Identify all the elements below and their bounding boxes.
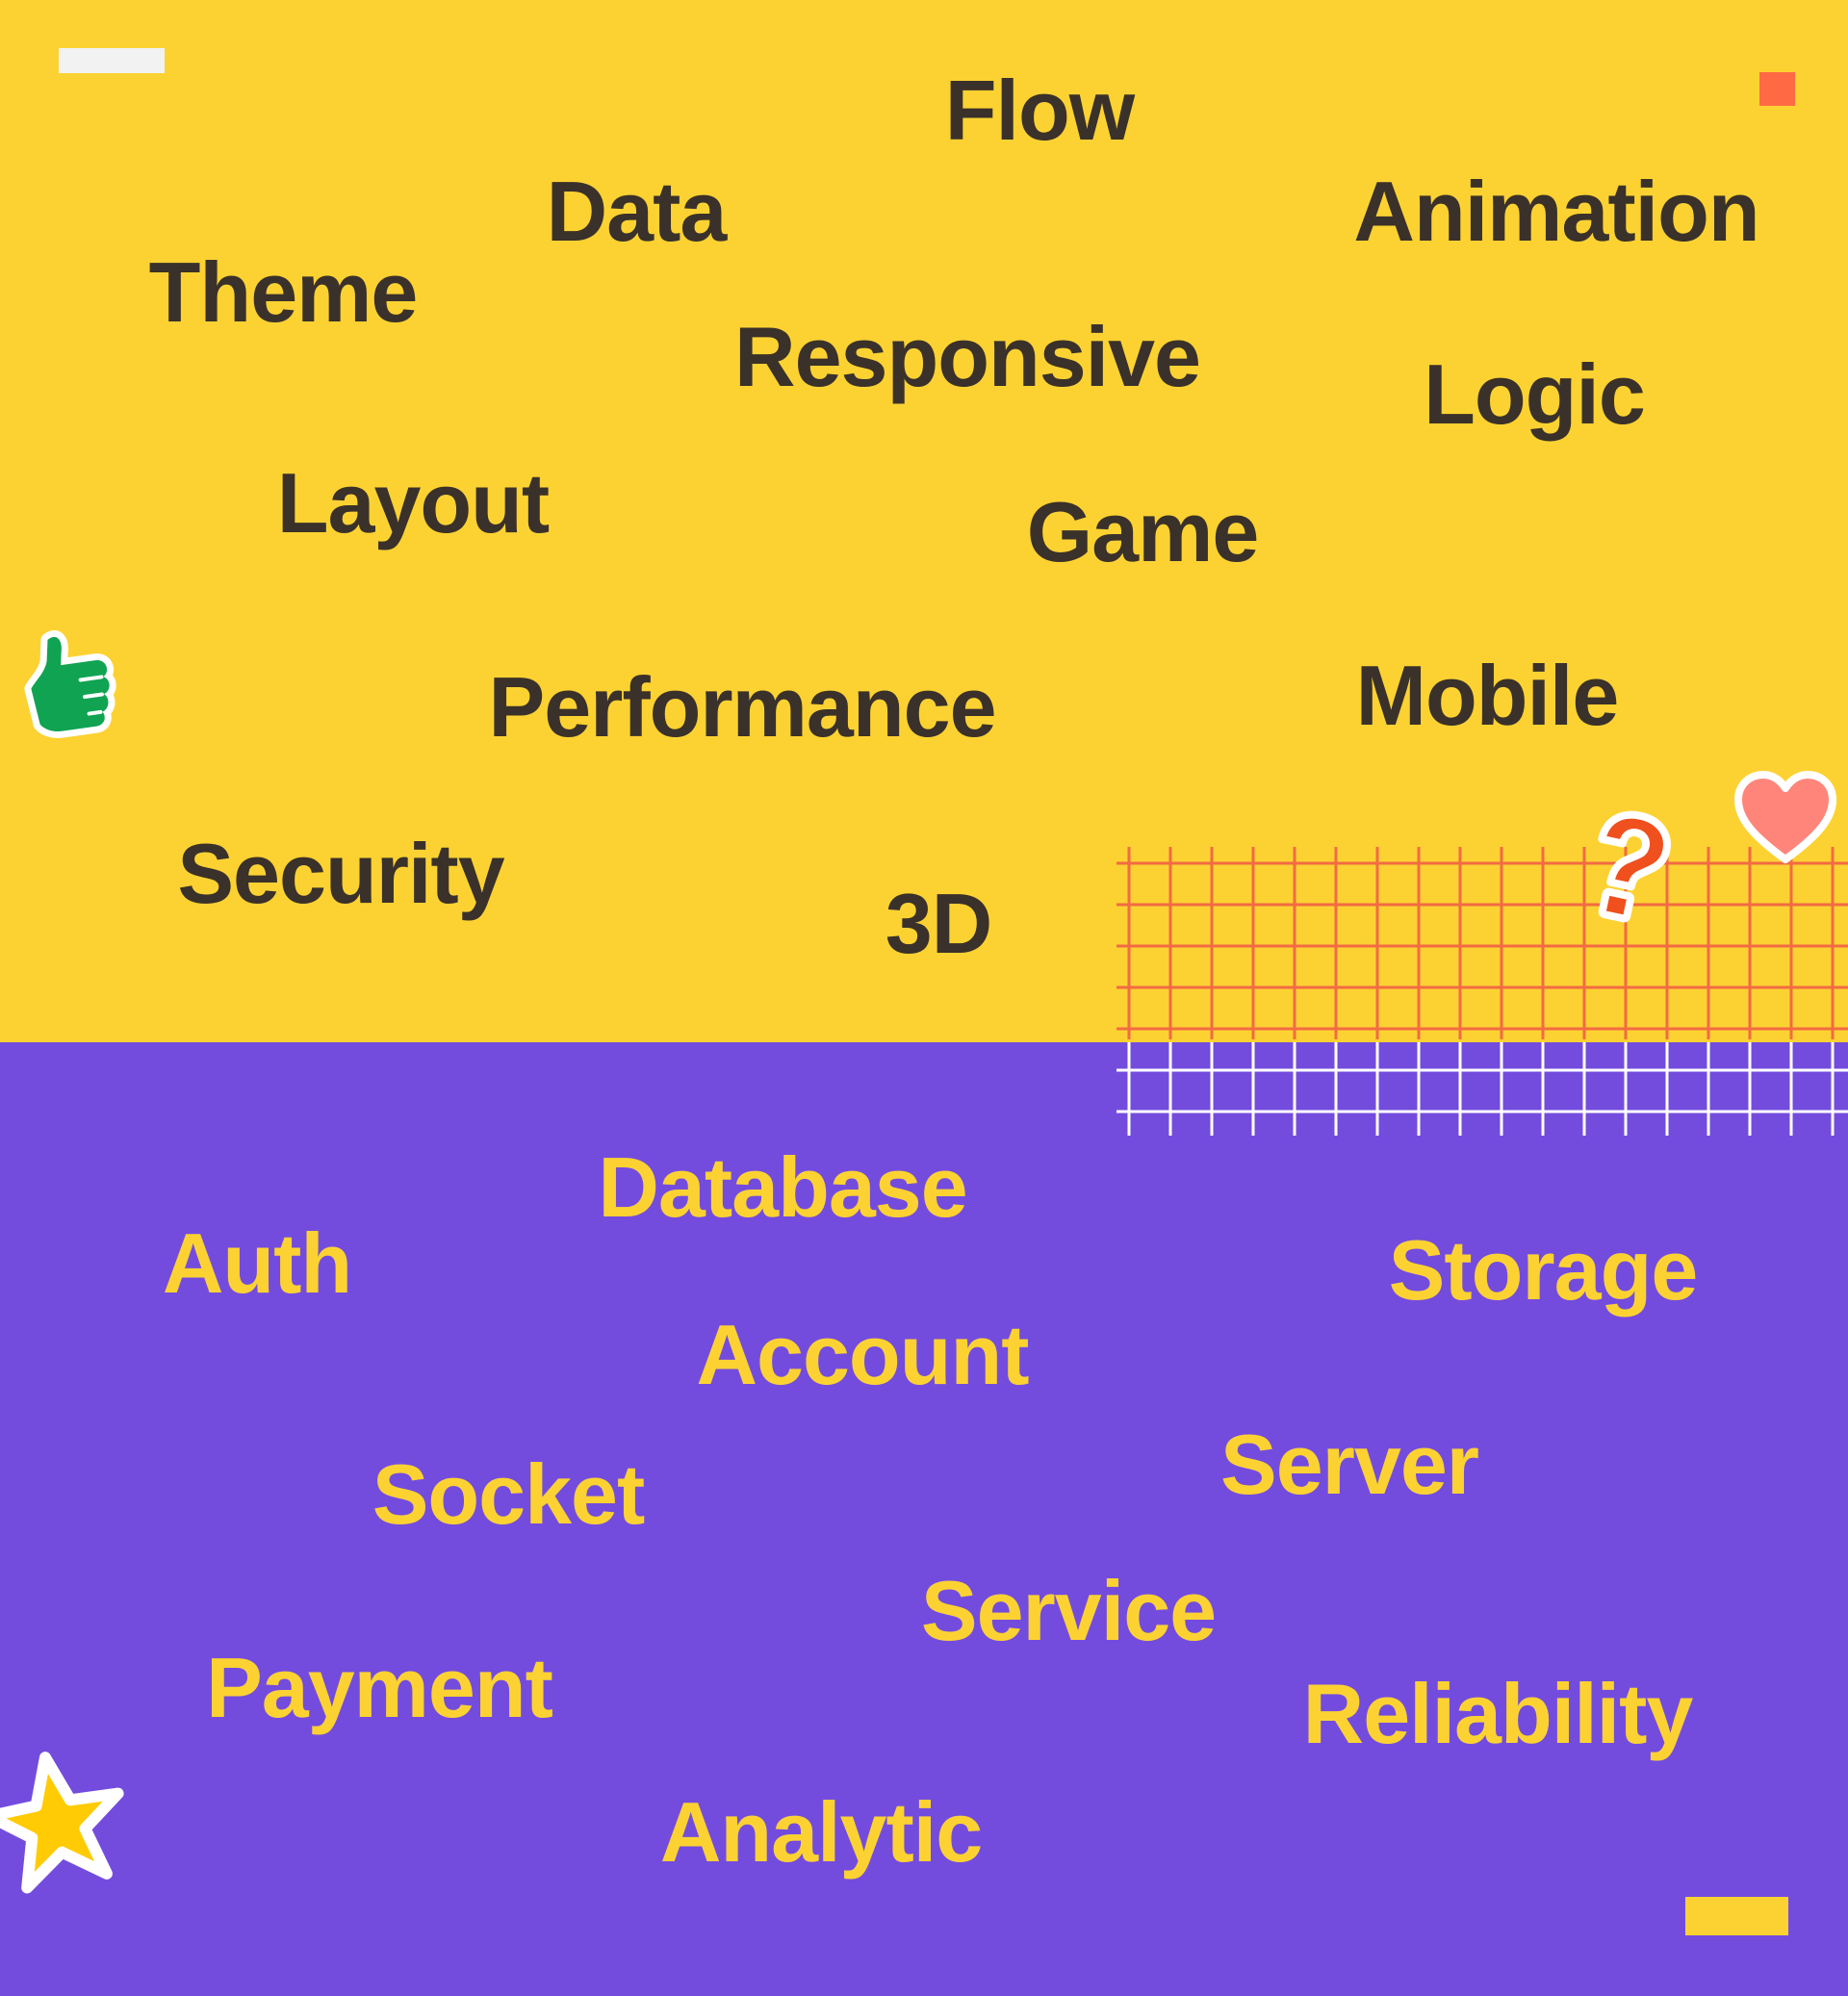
white-bar-decoration [59, 48, 165, 73]
word-performance: Performance [488, 659, 996, 755]
word-service: Service [920, 1563, 1217, 1658]
word-server: Server [1219, 1417, 1479, 1512]
question-mark-icon [1598, 810, 1671, 923]
yellow-bar-decoration [1685, 1897, 1788, 1935]
bottom-panel [0, 1042, 1848, 1996]
word-account: Account [696, 1307, 1030, 1402]
word-layout: Layout [276, 455, 550, 550]
word-reliability: Reliability [1302, 1666, 1694, 1761]
word-responsive: Responsive [734, 309, 1201, 404]
word-3d: 3D [885, 876, 992, 971]
top-panel [0, 0, 1848, 1042]
word-auth: Auth [162, 1216, 352, 1311]
word-payment: Payment [206, 1640, 553, 1735]
word-socket: Socket [372, 1446, 646, 1542]
star-icon [0, 1752, 124, 1894]
word-theme: Theme [148, 244, 419, 340]
grid-pattern [1116, 847, 1848, 1136]
word-animation: Animation [1353, 164, 1759, 259]
word-security: Security [177, 826, 504, 921]
thumbs-up-icon [24, 629, 116, 738]
word-game: Game [1026, 484, 1260, 579]
word-analytic: Analytic [659, 1784, 983, 1880]
word-database: Database [598, 1139, 967, 1235]
word-data: Data [546, 164, 728, 259]
word-flow: Flow [944, 63, 1135, 158]
heart-icon [1734, 771, 1836, 863]
orange-square-decoration [1759, 72, 1795, 106]
word-storage: Storage [1388, 1222, 1699, 1318]
word-mobile: Mobile [1355, 648, 1620, 743]
word-logic: Logic [1424, 346, 1646, 442]
